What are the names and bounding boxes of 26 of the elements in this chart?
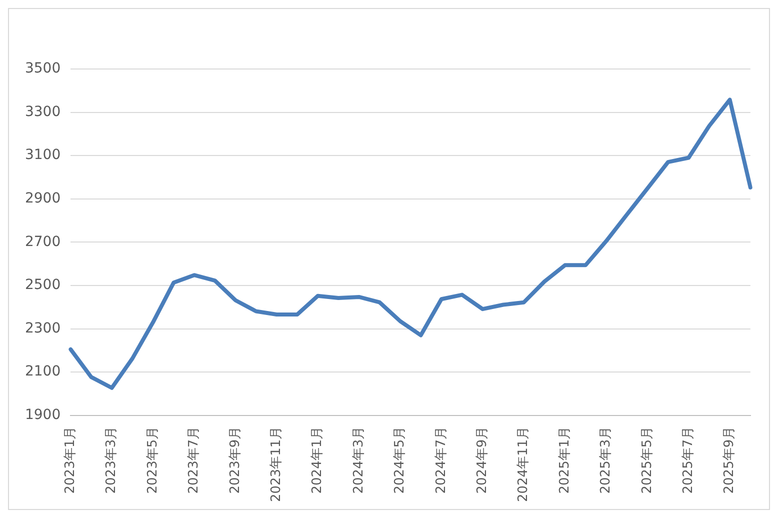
x-tick-label: 2024年3月 <box>351 426 366 494</box>
y-tick-label: 2700 <box>24 234 61 250</box>
x-tick-label: 2024年9月 <box>474 426 490 494</box>
x-tick-label: 2023年9月 <box>228 426 243 494</box>
x-tick-label: 2025年7月 <box>680 426 696 494</box>
x-tick-label: 2023年1月 <box>63 426 78 494</box>
y-tick-label: 3300 <box>24 104 61 120</box>
y-tick-label: 1900 <box>24 407 61 424</box>
x-tick-label: 2025年9月 <box>722 426 738 494</box>
x-tick-label: 2023年7月 <box>186 426 202 494</box>
x-tick-label: 2025年5月 <box>640 426 655 494</box>
y-tick-label: 3500 <box>24 60 61 77</box>
x-tick-label: 2024年5月 <box>392 426 408 494</box>
x-tick-label: 2025年3月 <box>598 426 614 494</box>
x-tick-label: 2023年5月 <box>145 426 160 494</box>
y-tick-label: 2900 <box>24 190 61 207</box>
y-tick-label: 3100 <box>24 147 61 164</box>
x-tick-label: 2024年7月 <box>434 426 449 494</box>
x-tick-label: 2023年11月 <box>268 426 284 502</box>
y-tick-label: 2100 <box>24 364 61 380</box>
y-tick-label: 2500 <box>24 277 61 294</box>
x-tick-label: 2024年1月 <box>310 426 326 494</box>
y-tick-label: 2300 <box>24 320 61 336</box>
x-tick-label: 2025年1月 <box>557 426 572 494</box>
x-tick-label: 2024年11月 <box>516 426 532 502</box>
x-tick-label: 2023年3月 <box>104 426 120 494</box>
